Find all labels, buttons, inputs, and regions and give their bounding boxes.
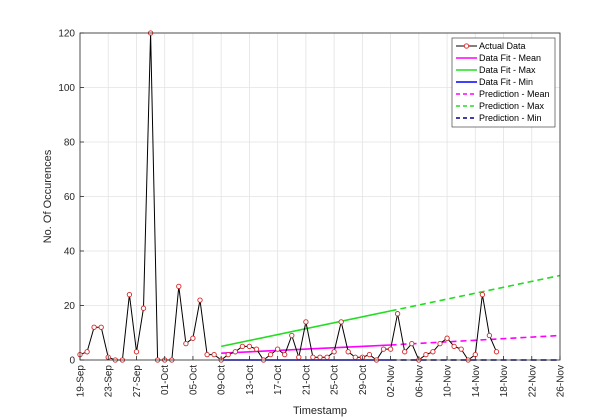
data-point — [486, 332, 493, 339]
data-point — [409, 340, 415, 347]
x-tick-label: 14-Nov — [471, 365, 482, 397]
series-line — [221, 344, 391, 354]
data-point — [493, 349, 500, 355]
y-tick-label: 20 — [64, 301, 76, 312]
y-tick-label: 100 — [58, 83, 75, 94]
x-tick-label: 01-Oct — [160, 365, 171, 395]
data-point — [437, 340, 443, 347]
legend-label: Prediction - Min — [479, 113, 542, 123]
data-point — [423, 351, 429, 358]
series-line — [390, 274, 561, 312]
data-point — [84, 349, 90, 355]
data-point — [98, 324, 104, 330]
x-tick-label: 19-Sep — [76, 365, 87, 398]
data-point — [190, 335, 196, 341]
data-point — [225, 351, 231, 358]
x-tick-label: 29-Oct — [358, 365, 369, 395]
data-point — [394, 311, 401, 317]
data-point — [91, 324, 97, 330]
data-point — [296, 354, 302, 360]
y-tick-label: 40 — [64, 247, 76, 258]
data-point — [324, 354, 330, 360]
data-point — [282, 351, 288, 358]
x-tick-label: 18-Nov — [499, 365, 510, 397]
data-point — [126, 291, 133, 298]
data-point — [366, 351, 373, 358]
data-point — [317, 354, 323, 360]
x-tick-label: 21-Oct — [301, 365, 312, 395]
y-tick-label: 60 — [64, 192, 76, 203]
data-point — [458, 346, 464, 352]
legend-marker — [463, 43, 470, 49]
data-point — [479, 291, 486, 298]
data-point — [183, 340, 189, 347]
x-tick-label: 25-Oct — [330, 365, 341, 395]
x-tick-label: 09-Oct — [217, 365, 228, 395]
series-line — [390, 334, 561, 346]
x-tick-label: 13-Oct — [245, 365, 256, 395]
x-tick-label: 22-Nov — [527, 365, 538, 397]
x-tick-label: 23-Sep — [104, 365, 115, 398]
x-tick-label: 17-Oct — [273, 365, 284, 395]
data-point — [338, 319, 344, 325]
data-point — [211, 351, 217, 358]
x-axis-ticks: 19-Sep 23-Sep 27-Sep 01-Oct 05-Oct 09-Oct 13-O… — [76, 356, 567, 397]
data-point — [451, 343, 457, 350]
data-point — [176, 283, 182, 290]
data-point — [331, 349, 337, 355]
data-point — [253, 346, 260, 352]
data-point — [197, 297, 203, 303]
data-point — [267, 351, 274, 358]
data-point — [239, 343, 246, 350]
data-point — [402, 349, 408, 355]
data-point — [310, 354, 316, 360]
data-point — [133, 349, 140, 355]
legend-label: Prediction - Max — [479, 101, 545, 111]
y-axis-title: No. Of Occurences — [42, 149, 54, 243]
legend: Actual Data Data Fit - Mean Data Fit - Max… — [451, 37, 556, 128]
data-point — [246, 343, 253, 350]
data-point — [140, 305, 147, 311]
x-tick-label: 10-Nov — [443, 365, 454, 397]
legend-label: Data Fit - Min — [479, 77, 533, 87]
x-tick-label: 27-Sep — [132, 365, 143, 398]
x-tick-label: 06-Nov — [414, 365, 425, 397]
data-point — [345, 349, 351, 355]
y-tick-label: 0 — [69, 356, 75, 367]
legend-label: Data Fit - Max — [479, 65, 536, 75]
x-tick-label: 02-Nov — [386, 365, 397, 397]
data-point — [444, 335, 450, 341]
legend-label: Actual Data — [479, 41, 526, 51]
data-point — [204, 351, 210, 358]
x-tick-label: 05-Oct — [188, 365, 199, 395]
data-point — [352, 354, 358, 360]
legend-label: Data Fit - Mean — [479, 53, 541, 63]
data-point — [289, 332, 295, 339]
data-point — [274, 346, 281, 352]
data-point — [232, 349, 238, 355]
y-axis-ticks: 0 20 40 60 80 100 120 — [58, 29, 84, 367]
series-line — [221, 310, 391, 348]
data-point — [430, 349, 436, 355]
data-point — [303, 319, 309, 325]
legend-label: Prediction - Mean — [479, 89, 550, 99]
x-tick-label: 26-Nov — [556, 365, 567, 397]
y-tick-label: 80 — [64, 138, 76, 149]
data-point — [380, 346, 387, 352]
data-point — [387, 346, 394, 352]
x-axis-title: Timestamp — [293, 405, 347, 417]
y-tick-label: 120 — [58, 29, 75, 40]
